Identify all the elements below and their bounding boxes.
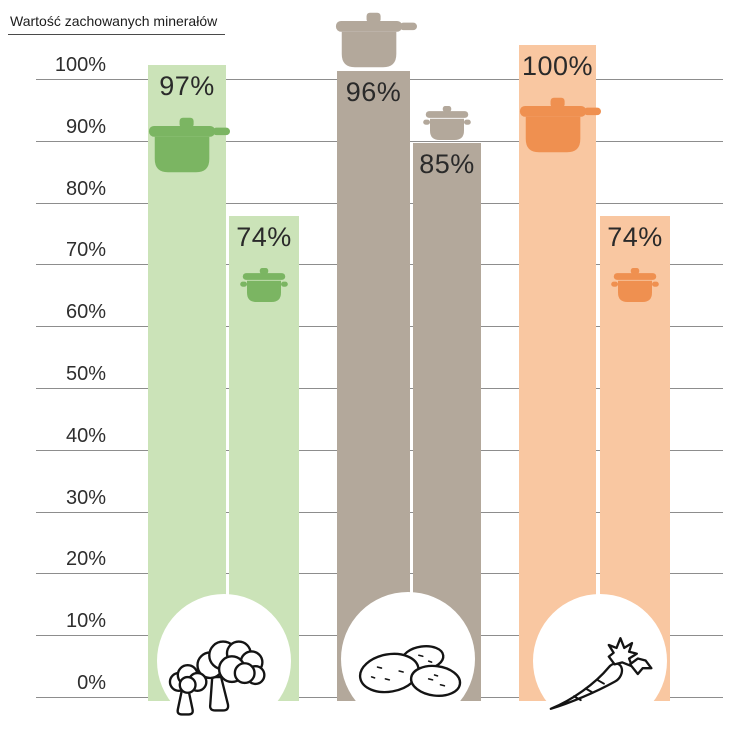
bar-value-label: 85% — [419, 149, 475, 180]
pot-icon — [611, 267, 659, 302]
y-axis-tick-label: 90% — [65, 115, 106, 138]
bar-value-label: 74% — [607, 221, 663, 252]
y-axis-tick-label: 80% — [65, 177, 106, 200]
pressure-cooker-icon — [515, 97, 601, 153]
pressure-cooker-icon — [331, 12, 417, 68]
y-axis-tick-label: 0% — [77, 672, 106, 694]
bar-value-label: 100% — [521, 51, 594, 81]
bar-pressure-cooker-carrot — [519, 45, 596, 701]
bar-value-label: 97% — [159, 70, 215, 101]
y-axis-tick-label: 20% — [65, 548, 106, 571]
carrot-icon — [545, 635, 661, 713]
y-axis-tick-label: 30% — [65, 486, 106, 509]
y-axis-tick-label: 10% — [65, 610, 106, 633]
potatoes-icon — [350, 641, 468, 703]
y-axis-tick-label: 50% — [65, 363, 106, 385]
broccoli-icon — [167, 633, 285, 723]
chart-title: Wartość zachowanych minerałów — [8, 13, 226, 35]
bar-value-label: 96% — [345, 77, 402, 108]
pressure-cooker-icon — [144, 117, 230, 173]
bar-value-label: 74% — [236, 221, 292, 252]
y-axis-tick-label: 100% — [54, 54, 106, 76]
y-axis-tick-label: 70% — [65, 239, 106, 262]
y-axis-tick-label: 40% — [65, 424, 106, 447]
pot-icon — [240, 267, 288, 302]
y-axis-tick-label: 60% — [65, 301, 106, 324]
pot-icon — [423, 106, 471, 141]
